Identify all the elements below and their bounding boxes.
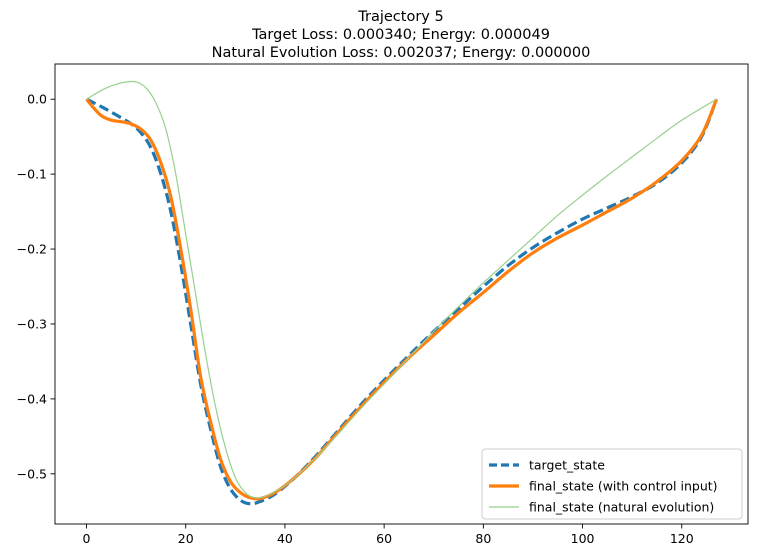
x-tick-label: 100 (571, 531, 595, 546)
legend: target_state final_state (with control i… (481, 448, 743, 520)
x-axis: 0 20 40 60 80 100 120 (83, 524, 694, 546)
x-tick-label: 60 (376, 531, 392, 546)
x-tick-label: 120 (670, 531, 694, 546)
legend-label-final-state-control: final_state (with control input) (529, 479, 718, 494)
y-tick-label: −0.4 (17, 391, 47, 406)
plot-area (54, 63, 749, 525)
y-tick-label: −0.3 (17, 316, 47, 331)
y-axis: 0.0 −0.1 −0.2 −0.3 −0.4 −0.5 (17, 92, 55, 481)
series-line-final-state-natural (86, 80, 717, 499)
x-tick-label: 0 (83, 531, 91, 546)
x-tick-label: 20 (178, 531, 194, 546)
chart-title-line-1: Trajectory 5 (357, 9, 443, 25)
y-tick-label: −0.2 (17, 242, 47, 257)
y-tick-label: −0.5 (17, 466, 47, 481)
legend-label-final-state-natural: final_state (natural evolution) (529, 500, 714, 515)
legend-box (481, 448, 743, 520)
y-tick-label: −0.1 (17, 167, 47, 182)
series-layer (85, 80, 718, 506)
chart-title-line-3: Natural Evolution Loss: 0.002037; Energy… (212, 45, 591, 61)
y-tick-label: 0.0 (27, 92, 47, 107)
chart-title-line-2: Target Loss: 0.000340; Energy: 0.000049 (251, 27, 550, 43)
legend-label-target-state: target_state (529, 458, 605, 473)
series-line-final-state-control (85, 98, 718, 501)
x-tick-label: 40 (277, 531, 293, 546)
x-tick-label: 80 (475, 531, 491, 546)
